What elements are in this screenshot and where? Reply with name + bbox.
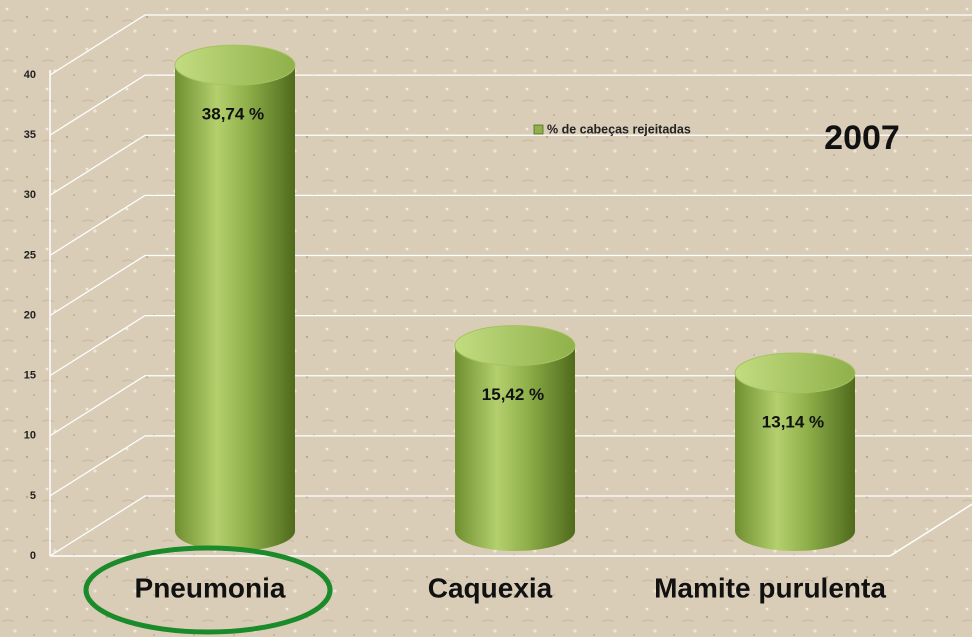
bar-top [454, 325, 576, 367]
grid-line [49, 14, 972, 76]
data-label: 13,14 % [762, 412, 824, 431]
grid-line [49, 254, 972, 317]
grid-line [49, 495, 972, 557]
y-tick-label: 5 [30, 490, 36, 502]
legend-label: % de cabeças rejeitadas [547, 122, 691, 136]
y-tick-label: 20 [24, 309, 36, 321]
legend-swatch [533, 124, 544, 135]
x-tick-label: Pneumonia [135, 572, 286, 603]
bar-top [174, 44, 296, 86]
grid-line [49, 134, 972, 196]
grid-line [49, 435, 972, 497]
y-tick-label: 35 [24, 129, 36, 141]
data-label: 38,74 % [202, 105, 264, 124]
y-tick-label: 40 [24, 69, 36, 81]
x-tick-label: Caquexia [428, 572, 553, 603]
bar-top [734, 352, 856, 394]
grid-line [49, 375, 972, 437]
y-tick-label: 15 [24, 370, 36, 382]
y-tick-label: 0 [30, 550, 36, 562]
grid-line [49, 74, 972, 136]
bar [455, 345, 575, 551]
y-tick-label: 30 [24, 189, 36, 201]
highlight-ellipse [83, 545, 333, 635]
data-label: 15,42 % [482, 385, 544, 404]
bar [735, 372, 855, 551]
x-tick-label: Mamite purulenta [654, 572, 886, 603]
y-tick-label: 10 [24, 430, 36, 442]
grid-line [49, 314, 972, 377]
annotation: 2007 [824, 119, 900, 157]
bar [175, 65, 295, 552]
y-tick-label: 25 [24, 249, 36, 261]
grid-line [49, 194, 972, 256]
floor-line [889, 503, 972, 557]
